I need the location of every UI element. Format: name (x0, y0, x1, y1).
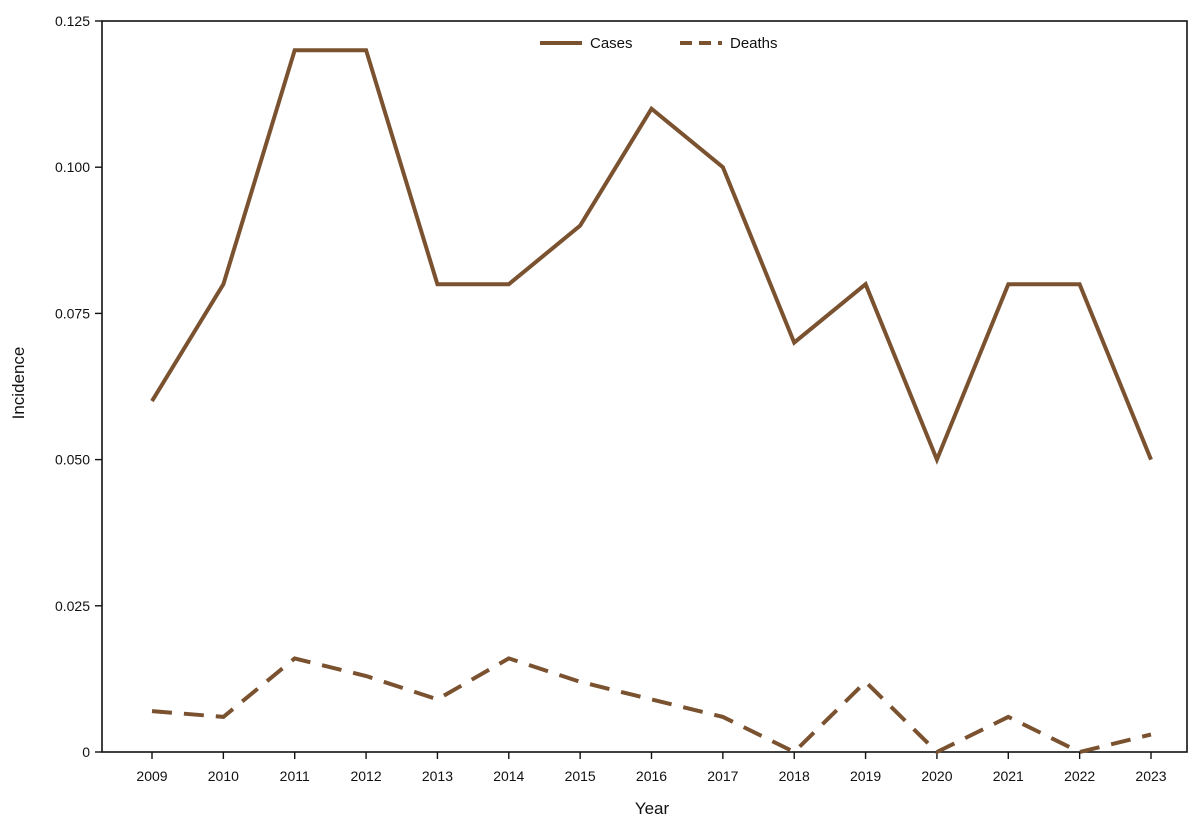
legend-cases-label: Cases (590, 35, 633, 52)
series-line-deaths (151, 656, 1152, 755)
plot-frame (101, 20, 1188, 753)
series-layer (150, 48, 1153, 755)
y-tick-label: 0.050 (55, 452, 90, 468)
x-tick-label: 2018 (779, 768, 810, 784)
series-line-cases (150, 48, 1153, 465)
x-tick-label: 2015 (565, 768, 596, 784)
x-tick-label: 2013 (422, 768, 453, 784)
legend-deaths-label: Deaths (730, 35, 778, 52)
x-tick-label: 2019 (850, 768, 881, 784)
y-tick-label: 0.075 (55, 305, 90, 321)
x-tick-label: 2022 (1064, 768, 1095, 784)
x-axis-title: Year (635, 799, 670, 818)
y-tick-label: 0.125 (55, 13, 90, 29)
x-tick-label: 2014 (493, 768, 524, 784)
x-tick-label: 2021 (993, 768, 1024, 784)
x-axis-ticks: 2009 2010 2011 2012 2013 2014 2015 2016 2017 2018… (136, 752, 1167, 784)
x-tick-label: 2016 (636, 768, 667, 784)
x-tick-label: 2017 (707, 768, 738, 784)
x-tick-label: 2020 (921, 768, 952, 784)
y-tick-label: 0.025 (55, 598, 90, 614)
x-tick-label: 2009 (136, 768, 167, 784)
y-tick-label: 0 (82, 744, 90, 760)
legend: Cases Deaths (540, 35, 778, 52)
y-axis-title: Incidence (9, 347, 28, 420)
x-tick-label: 2012 (350, 768, 381, 784)
x-tick-label: 2023 (1135, 768, 1166, 784)
x-tick-label: 2011 (280, 768, 310, 784)
y-axis-ticks: 0 0.025 0.050 0.075 0.100 0.125 (55, 13, 102, 760)
y-tick-label: 0.100 (55, 159, 90, 175)
x-tick-label: 2010 (208, 768, 239, 784)
